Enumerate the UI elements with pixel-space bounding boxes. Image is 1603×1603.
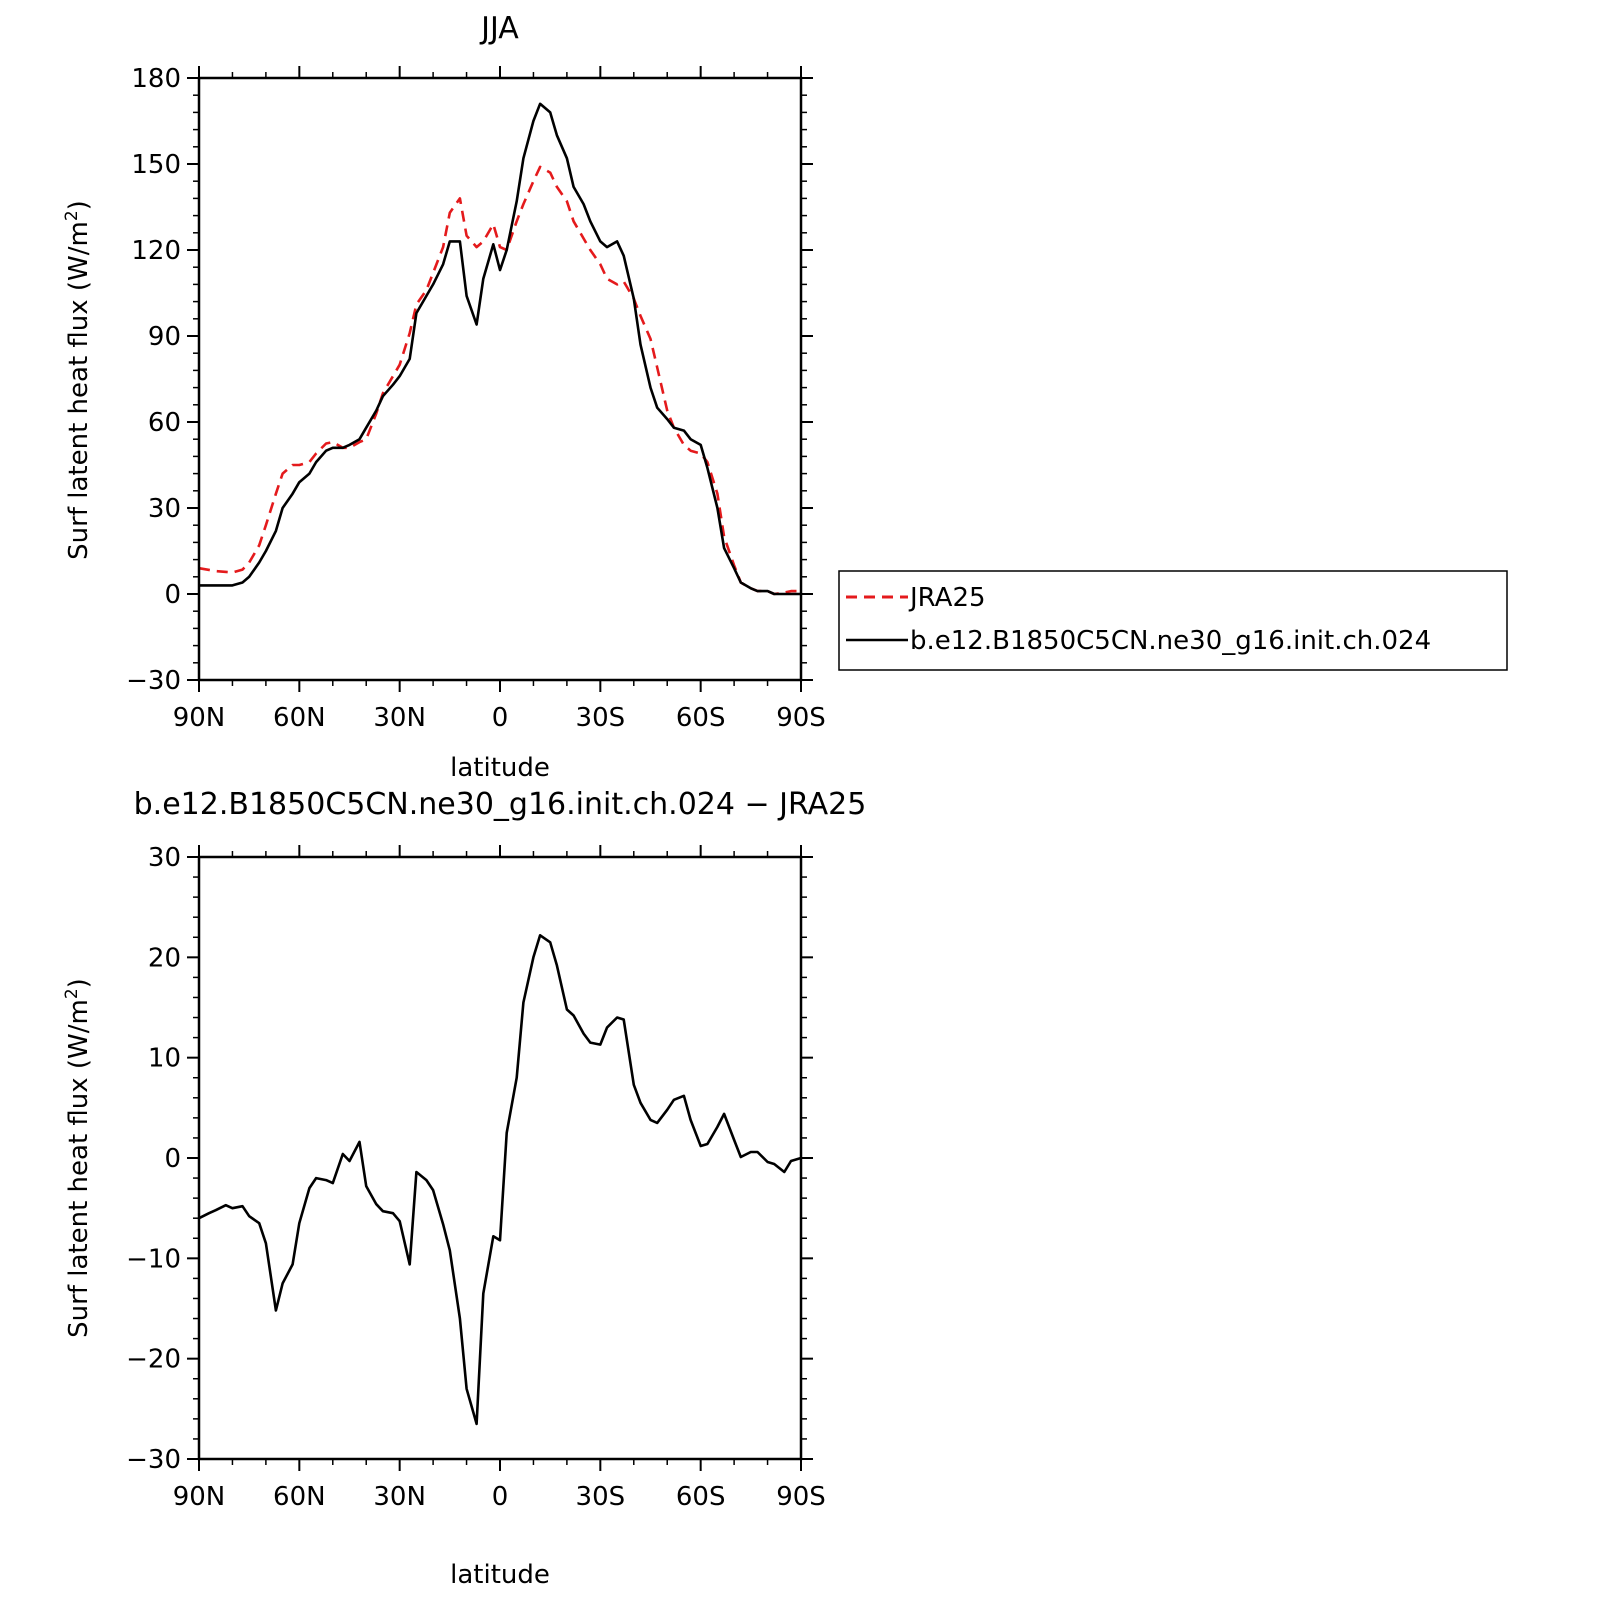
x-tick-label: 60N xyxy=(273,703,326,733)
top-panel-y-axis-label-sup: 2 xyxy=(62,210,82,221)
bottom-panel-x-axis-label: latitude xyxy=(450,1560,550,1590)
legend-box xyxy=(838,570,1508,671)
y-tick-label: −20 xyxy=(126,1345,181,1375)
top-panel-x-axis-label: latitude xyxy=(450,753,550,783)
y-tick-label: 10 xyxy=(148,1044,181,1074)
bottom-panel: b.e12.B1850C5CN.ne30_g16.init.ch.024 − J… xyxy=(62,787,866,1590)
y-tick-label: 0 xyxy=(164,1144,181,1174)
bottom-panel-y-axis-label: Surf latent heat flux (W/m2) xyxy=(62,978,94,1338)
x-tick-label: 60S xyxy=(676,1482,726,1512)
y-tick-label: −10 xyxy=(126,1244,181,1274)
top-panel-plot-frame xyxy=(197,76,803,682)
legend-label-model: b.e12.B1850C5CN.ne30_g16.init.ch.024 xyxy=(910,626,1431,656)
y-tick-label: 0 xyxy=(164,580,181,610)
x-tick-label: 90S xyxy=(776,703,826,733)
y-tick-label: 180 xyxy=(131,64,181,94)
x-tick-label: 30N xyxy=(373,703,426,733)
bottom-panel-y-axis-label-end: ) xyxy=(64,978,94,988)
y-tick-label: 30 xyxy=(148,494,181,524)
bottom-panel-series-difference-line xyxy=(198,933,802,1426)
top-panel: JJA −30 0 30 60 90 120 150 180 90N 60N 30N 0 30S 60S… xyxy=(62,11,1508,783)
bottom-panel-y-axis-label-main: Surf latent heat flux (W/m xyxy=(64,999,94,1338)
top-panel-y-axis-label-main: Surf latent heat flux (W/m xyxy=(64,221,94,560)
x-tick-label: 0 xyxy=(492,1482,509,1512)
x-tick-label: 90S xyxy=(776,1482,826,1512)
bottom-panel-plot-frame xyxy=(197,855,803,1461)
legend: JRA25 b.e12.B1850C5CN.ne30_g16.init.ch.0… xyxy=(838,570,1508,671)
top-panel-x-tick-labels: 90N 60N 30N 0 30S 60S 90S xyxy=(173,703,826,733)
top-panel-series-jra25-line xyxy=(198,165,801,596)
y-tick-label: 20 xyxy=(148,943,181,973)
y-tick-label: 60 xyxy=(148,408,181,438)
x-tick-label: 30S xyxy=(576,703,626,733)
y-tick-label: 150 xyxy=(131,150,181,180)
top-panel-y-axis-label: Surf latent heat flux (W/m2) xyxy=(62,200,94,560)
y-tick-label: 120 xyxy=(131,236,181,266)
x-tick-label: 60N xyxy=(273,1482,326,1512)
top-panel-y-axis-label-end: ) xyxy=(64,200,94,210)
top-panel-title: JJA xyxy=(479,11,519,46)
top-panel-ticks xyxy=(187,66,813,692)
y-tick-label: −30 xyxy=(126,666,181,696)
top-panel-series xyxy=(198,102,801,596)
x-tick-label: 60S xyxy=(676,703,726,733)
y-tick-label: 90 xyxy=(148,322,181,352)
y-tick-label: −30 xyxy=(126,1445,181,1475)
bottom-panel-ticks xyxy=(187,845,813,1471)
x-tick-label: 0 xyxy=(492,703,509,733)
bottom-panel-x-tick-labels: 90N 60N 30N 0 30S 60S 90S xyxy=(173,1482,826,1512)
x-tick-label: 30S xyxy=(576,1482,626,1512)
y-tick-label: 30 xyxy=(148,843,181,873)
legend-label-jra25: JRA25 xyxy=(908,583,986,613)
bottom-panel-y-axis-label-sup: 2 xyxy=(62,988,82,999)
x-tick-label: 30N xyxy=(373,1482,426,1512)
x-tick-label: 90N xyxy=(173,1482,226,1512)
top-panel-series-b-e12-b1850c5cn-ne30-g16-init-ch-024-line xyxy=(199,102,801,596)
bottom-panel-title: b.e12.B1850C5CN.ne30_g16.init.ch.024 − J… xyxy=(134,787,867,822)
top-panel-y-tick-labels: −30 0 30 60 90 120 150 180 xyxy=(126,64,181,696)
x-tick-label: 90N xyxy=(173,703,226,733)
bottom-panel-series xyxy=(198,933,802,1426)
bottom-panel-y-tick-labels: −30 −20 −10 0 10 20 30 xyxy=(126,843,181,1475)
